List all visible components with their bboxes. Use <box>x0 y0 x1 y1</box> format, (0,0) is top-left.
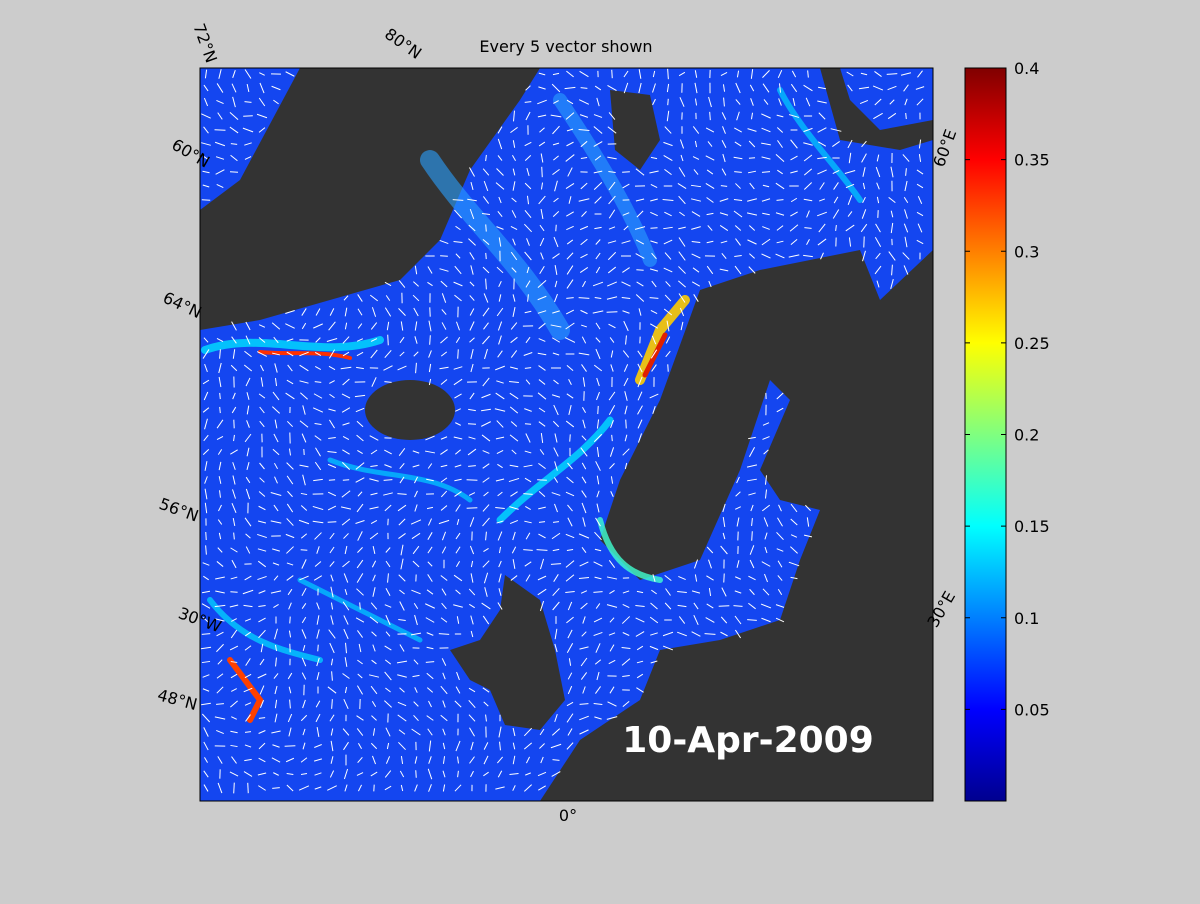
vector <box>486 224 487 231</box>
vector <box>747 620 757 621</box>
map-title: Every 5 vector shown <box>479 37 652 56</box>
vector <box>416 770 417 777</box>
colorbar-tick-label: 0.1 <box>1014 609 1039 628</box>
vector <box>486 253 487 259</box>
vector <box>710 112 711 120</box>
colorbar-tick-label: 0.25 <box>1014 334 1050 353</box>
vector <box>430 335 431 344</box>
graticule-label: 48°N <box>155 685 199 714</box>
graticule-label: 80°N <box>381 24 425 63</box>
vector <box>537 550 548 551</box>
vector <box>749 158 755 159</box>
vector <box>458 349 459 358</box>
vector <box>202 634 210 635</box>
vector <box>332 699 333 709</box>
colorbar <box>965 68 1006 801</box>
vector <box>215 130 226 131</box>
vector <box>245 732 251 733</box>
vector <box>234 533 235 540</box>
vector <box>612 70 613 78</box>
colorbar-tick-label: 0.05 <box>1014 700 1050 719</box>
vector <box>384 382 391 383</box>
colorbar-tick-label: 0.2 <box>1014 426 1039 445</box>
vector <box>318 645 319 652</box>
vector <box>290 617 291 624</box>
vector <box>230 592 237 593</box>
graticule-label: 60°E <box>929 127 960 170</box>
vector <box>259 718 265 719</box>
vector <box>439 634 449 635</box>
vector <box>626 420 627 429</box>
colorbar-tick-label: 0.4 <box>1014 59 1039 78</box>
vector <box>360 602 361 609</box>
graticule-label: 64°N <box>160 288 205 322</box>
vector <box>570 434 571 441</box>
vector <box>668 364 669 371</box>
colorbar-tick-label: 0.3 <box>1014 242 1039 261</box>
vector <box>733 606 742 607</box>
date-label: 10-Apr-2009 <box>622 720 874 761</box>
graticule-label: 72°N <box>189 21 221 65</box>
graticule-label: 56°N <box>157 494 201 526</box>
vector <box>650 298 659 299</box>
vector <box>523 550 533 551</box>
vector <box>752 531 753 540</box>
vector <box>525 368 531 369</box>
vector <box>468 424 476 425</box>
vector <box>537 480 547 481</box>
vector <box>542 167 543 177</box>
vector <box>220 407 221 413</box>
vector <box>525 424 531 425</box>
vector <box>388 335 389 346</box>
vector <box>598 406 599 414</box>
vector <box>668 99 669 105</box>
vector <box>581 88 588 89</box>
vector <box>248 783 249 793</box>
graticule-label: 0° <box>559 806 577 825</box>
vector <box>622 172 630 173</box>
vector <box>216 704 224 705</box>
vector <box>220 393 221 399</box>
vector <box>777 200 784 201</box>
vector <box>329 480 335 481</box>
vector <box>202 200 210 201</box>
vector <box>328 522 337 523</box>
colorbar-tick-label: 0.35 <box>1014 151 1050 170</box>
vector <box>234 783 235 794</box>
colorbar-tick-label: 0.15 <box>1014 517 1050 536</box>
vector <box>612 435 613 441</box>
vector <box>906 113 907 119</box>
